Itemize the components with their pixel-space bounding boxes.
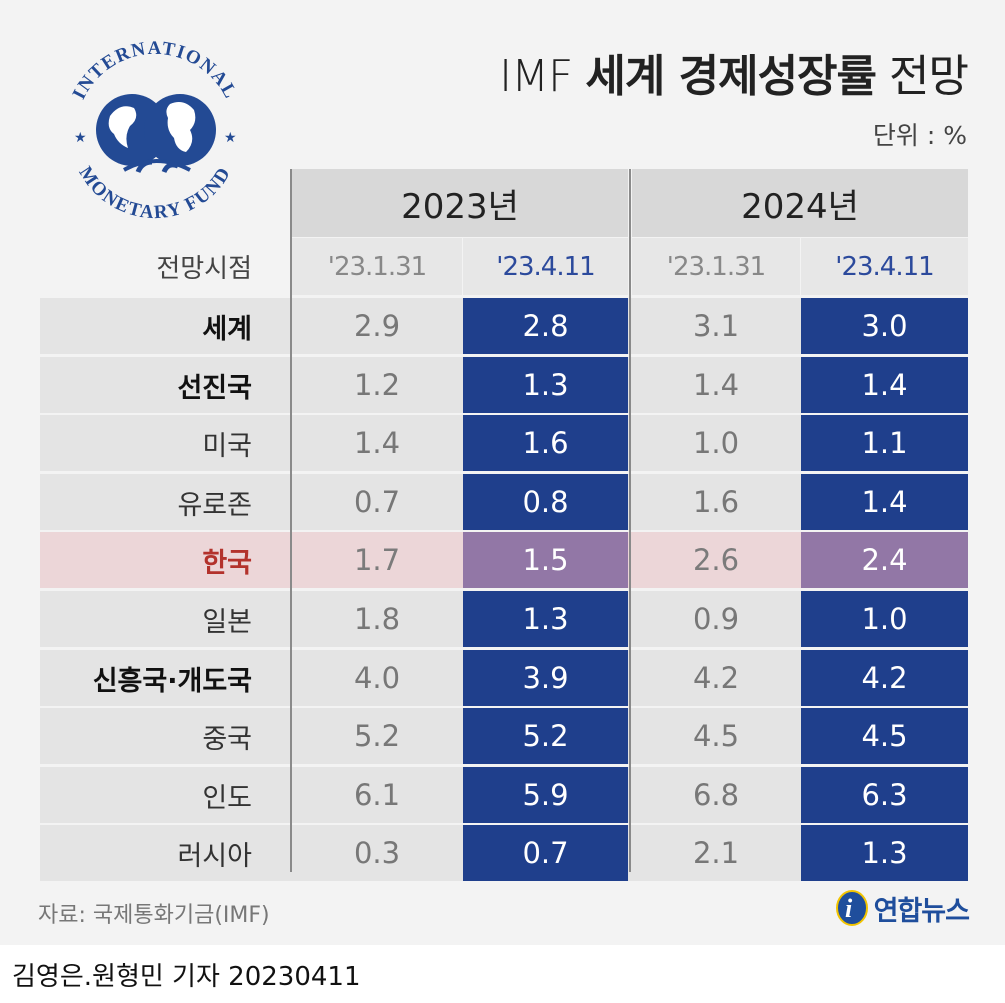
row-label: 중국 — [202, 723, 252, 755]
value-cell: 1.1 — [801, 415, 968, 471]
unit-label: 단위 : % — [872, 121, 967, 150]
imf-logo: INTERNATIONAL MONETARY FUND ★ ★ — [52, 30, 258, 236]
value-cell: 6.8 — [692, 778, 740, 812]
reporter-credit: 김영은.원형민 기자 20230411 — [12, 962, 361, 992]
value-cell: 1.3 — [463, 591, 628, 647]
row-label: 신흥국·개도국 — [92, 665, 252, 697]
forecast-date-label: 전망시점 — [156, 254, 252, 284]
yonhap-brand: i 연합뉴스 — [834, 888, 970, 928]
value-cell: 0.9 — [692, 602, 740, 636]
value-cell: 1.3 — [463, 357, 628, 413]
value-cell: 5.2 — [463, 708, 628, 764]
value-cell: 1.4 — [801, 474, 968, 530]
value-cell: 0.7 — [463, 825, 628, 881]
value-cell: 2.1 — [692, 836, 740, 870]
value-cell: 1.6 — [463, 415, 628, 471]
svg-text:MONETARY FUND: MONETARY FUND — [74, 163, 235, 224]
divider-line — [290, 169, 292, 872]
row-label: 일본 — [202, 606, 252, 638]
source-note: 자료: 국제통화기금(IMF) — [38, 903, 270, 928]
row-label: 미국 — [202, 430, 252, 462]
date-2024-jan: '23.1.31 — [632, 238, 800, 295]
yonhap-logo-icon: i — [835, 890, 868, 926]
date-2023-apr: '23.4.11 — [463, 238, 628, 295]
value-cell: 1.4 — [353, 426, 401, 460]
date-2023-jan: '23.1.31 — [292, 238, 462, 295]
value-cell: 1.0 — [801, 591, 968, 647]
value-cell: 6.1 — [353, 778, 401, 812]
value-cell: 0.3 — [353, 836, 401, 870]
value-cell: 3.1 — [692, 309, 740, 343]
year-header-2024: 2024년 — [632, 169, 968, 237]
row-label: 인도 — [202, 782, 252, 814]
value-cell: 4.2 — [692, 661, 740, 695]
value-cell: 0.8 — [463, 474, 628, 530]
brand-name: 연합뉴스 — [873, 895, 970, 927]
svg-text:i: i — [845, 894, 853, 923]
value-cell: 4.5 — [692, 719, 740, 753]
value-cell: 1.2 — [353, 368, 401, 402]
value-cell: 5.9 — [463, 767, 628, 823]
value-cell: 1.0 — [692, 426, 740, 460]
value-cell: 4.5 — [801, 708, 968, 764]
value-cell: 3.9 — [463, 650, 628, 706]
value-cell: 1.5 — [463, 532, 628, 588]
row-label: 유로존 — [177, 489, 252, 521]
svg-text:INTERNATIONAL: INTERNATIONAL — [69, 38, 242, 103]
row-label: 한국 — [202, 547, 252, 579]
value-cell: 2.9 — [353, 309, 401, 343]
value-cell: 6.3 — [801, 767, 968, 823]
year-header-2023: 2023년 — [292, 169, 628, 237]
divider-line — [629, 169, 631, 872]
svg-text:★: ★ — [74, 130, 87, 146]
row-label: 세계 — [202, 313, 252, 345]
date-2024-apr: '23.4.11 — [801, 238, 968, 295]
value-cell: 2.8 — [463, 298, 628, 354]
value-cell: 1.4 — [692, 368, 740, 402]
globe-icon — [96, 94, 216, 174]
value-cell: 1.6 — [692, 485, 740, 519]
row-label: 선진국 — [177, 372, 252, 404]
row-label: 러시아 — [177, 840, 252, 872]
page-title: IMF 세계 경제성장률 전망 — [499, 51, 969, 102]
value-cell: 5.2 — [353, 719, 401, 753]
value-cell: 1.4 — [801, 357, 968, 413]
value-cell: 2.6 — [692, 543, 740, 577]
logo-top-text: INTERNATIONAL — [69, 38, 240, 103]
value-cell: 4.0 — [353, 661, 401, 695]
value-cell: 0.7 — [353, 485, 401, 519]
value-cell: 1.7 — [353, 543, 401, 577]
value-cell: 4.2 — [801, 650, 968, 706]
value-cell: 3.0 — [801, 298, 968, 354]
logo-bottom-text: MONETARY FUND — [74, 163, 233, 224]
value-cell: 1.3 — [801, 825, 968, 881]
value-cell: 1.8 — [353, 602, 401, 636]
svg-text:★: ★ — [224, 130, 237, 146]
value-cell: 2.4 — [801, 532, 968, 588]
